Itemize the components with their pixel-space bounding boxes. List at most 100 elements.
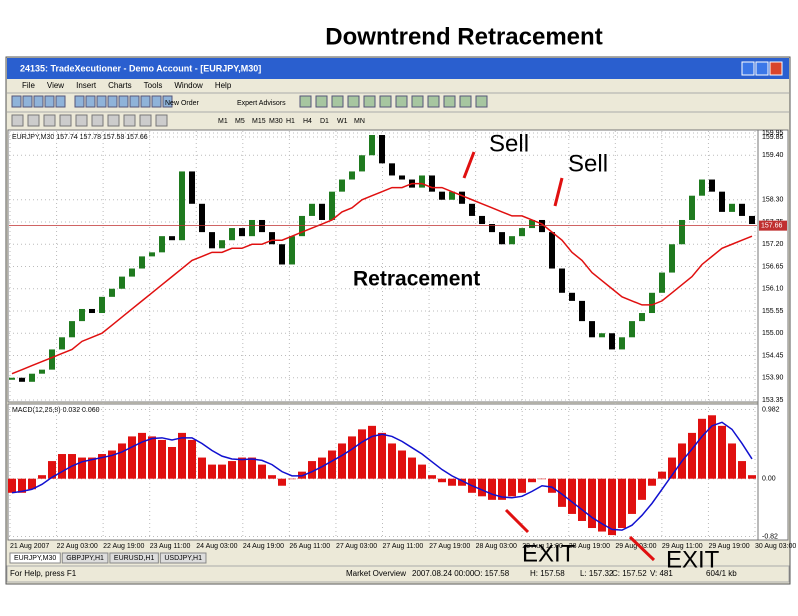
period-button[interactable]: H4 xyxy=(303,118,312,125)
y-tick-label: 157.20 xyxy=(762,241,784,248)
toolbar-icon[interactable] xyxy=(443,95,456,108)
menu-item[interactable]: Insert xyxy=(76,81,97,90)
tab[interactable] xyxy=(109,552,159,564)
price-label: EURJPY,M30 157.74 157.78 157.58 157.66 xyxy=(12,134,148,141)
toolbar-icon[interactable] xyxy=(123,114,136,127)
candle xyxy=(109,288,115,297)
toolbar-button[interactable]: Expert Advisors xyxy=(237,100,286,107)
minimize-button[interactable] xyxy=(741,61,755,76)
menu-item[interactable]: Help xyxy=(215,81,232,90)
toolbar-icon[interactable] xyxy=(411,95,424,108)
y-tick-label: -0.82 xyxy=(762,533,778,540)
candle xyxy=(509,236,515,245)
histogram-bar xyxy=(78,457,86,479)
y-tick-label: 153.35 xyxy=(762,397,784,404)
tab[interactable] xyxy=(159,552,207,564)
tab[interactable] xyxy=(9,552,61,564)
menu-item[interactable]: Tools xyxy=(144,81,163,90)
toolbar-icon[interactable] xyxy=(155,114,168,127)
tab-label[interactable]: EURJPY,M30 xyxy=(14,555,56,562)
toolbar-icon[interactable] xyxy=(11,114,24,127)
toolbar-icon[interactable] xyxy=(33,95,44,108)
candle xyxy=(609,333,615,350)
toolbar-icon[interactable] xyxy=(96,95,107,108)
toolbar-icon[interactable] xyxy=(22,95,33,108)
toolbar-icon[interactable] xyxy=(459,95,472,108)
close-button[interactable] xyxy=(769,61,783,76)
toolbar-icon[interactable] xyxy=(59,114,72,127)
toolbar-icon[interactable] xyxy=(140,95,151,108)
menu-item[interactable]: Charts xyxy=(108,81,132,90)
toolbar-icon[interactable] xyxy=(91,114,104,127)
toolbar-icon[interactable] xyxy=(139,114,152,127)
toolbar-icon[interactable] xyxy=(55,95,66,108)
period-button[interactable]: D1 xyxy=(320,118,329,125)
toolbar-icon[interactable] xyxy=(129,95,140,108)
toolbar-icon[interactable] xyxy=(475,95,488,108)
histogram-bar xyxy=(728,443,736,479)
toolbar-icon[interactable] xyxy=(395,95,408,108)
candle xyxy=(539,219,545,233)
histogram-bar xyxy=(398,450,406,479)
arrow xyxy=(628,535,656,562)
tab-label[interactable]: EURUSD,H1 xyxy=(114,555,155,562)
toolbar-icon[interactable] xyxy=(151,95,162,108)
histogram-bar xyxy=(498,478,506,500)
histogram-bar xyxy=(248,457,256,479)
toolbar-icon[interactable] xyxy=(75,114,88,127)
toolbar-icon[interactable] xyxy=(44,95,55,108)
toolbar-icon[interactable] xyxy=(427,95,440,108)
tab[interactable] xyxy=(61,552,109,564)
histogram-bar xyxy=(48,461,56,479)
toolbar-icon[interactable] xyxy=(118,95,129,108)
x-tick-label: 24 Aug 19:00 xyxy=(243,543,284,550)
toolbar-icon[interactable] xyxy=(315,95,328,108)
menu-item[interactable]: Window xyxy=(174,81,203,90)
annotations: Sell Sell Retracement EXIT EXIT xyxy=(353,130,720,573)
y-tick-label: 155.55 xyxy=(762,308,784,315)
menu-item[interactable]: View xyxy=(47,81,64,90)
histogram-bar xyxy=(428,475,436,479)
toolbar-icon[interactable] xyxy=(27,114,40,127)
histogram-bar xyxy=(378,432,386,479)
arrow xyxy=(462,151,476,179)
toolbar-icon[interactable] xyxy=(162,95,173,108)
status-text: For Help, press F1 xyxy=(10,569,77,578)
tab-label[interactable]: GBPJPY,H1 xyxy=(66,555,104,562)
status-text: C: 157.52 xyxy=(612,569,647,578)
candle xyxy=(749,215,755,225)
toolbar-icon[interactable] xyxy=(331,95,344,108)
candle xyxy=(529,219,535,229)
period-button[interactable]: M15 xyxy=(252,118,266,125)
toolbar-icon[interactable] xyxy=(299,95,312,108)
toolbar-icon[interactable] xyxy=(107,95,118,108)
period-button[interactable]: H1 xyxy=(286,118,295,125)
period-button[interactable]: M30 xyxy=(269,118,283,125)
x-tick-label: 21 Aug 2007 xyxy=(10,543,49,550)
period-button[interactable]: W1 xyxy=(337,118,348,125)
toolbar-icon[interactable] xyxy=(363,95,376,108)
histogram-bar xyxy=(368,425,376,479)
candle xyxy=(9,377,15,380)
histogram-bar xyxy=(88,457,96,479)
toolbar-icon[interactable] xyxy=(107,114,120,127)
toolbar-icon[interactable] xyxy=(11,95,22,108)
menu-item[interactable]: File xyxy=(22,81,35,90)
toolbar-icon[interactable] xyxy=(85,95,96,108)
toolbar-icon[interactable] xyxy=(43,114,56,127)
period-button[interactable]: MN xyxy=(354,118,365,125)
candle xyxy=(279,244,285,265)
period-button[interactable]: M5 xyxy=(235,118,245,125)
toolbar-icon[interactable] xyxy=(74,95,85,108)
candle xyxy=(569,292,575,301)
histogram-bar xyxy=(488,478,496,500)
period-button[interactable]: M1 xyxy=(218,118,228,125)
histogram-bar xyxy=(358,429,366,479)
tab-label[interactable]: USDJPY,H1 xyxy=(164,555,202,562)
toolbar-icon[interactable] xyxy=(379,95,392,108)
histogram-bar xyxy=(518,478,526,493)
histogram-bar xyxy=(18,478,26,493)
toolbar-icon[interactable] xyxy=(347,95,360,108)
maximize-button[interactable] xyxy=(755,61,769,76)
toolbar-button[interactable]: New Order xyxy=(165,100,200,107)
